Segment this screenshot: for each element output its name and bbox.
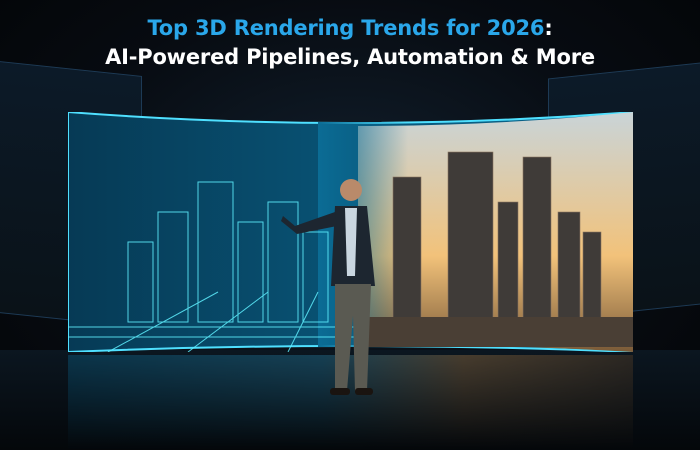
presenter bbox=[281, 179, 375, 395]
reflective-floor bbox=[0, 350, 700, 450]
headline-line2: AI-Powered Pipelines, Automation & More bbox=[105, 45, 595, 69]
curved-display bbox=[68, 112, 633, 352]
headline-line1: Top 3D Rendering Trends for 2026 bbox=[147, 16, 545, 40]
headline: Top 3D Rendering Trends for 2026: AI-Pow… bbox=[0, 14, 700, 72]
headline-colon: : bbox=[544, 16, 553, 40]
city-buildings bbox=[392, 151, 602, 333]
screen-reflection bbox=[68, 355, 633, 450]
